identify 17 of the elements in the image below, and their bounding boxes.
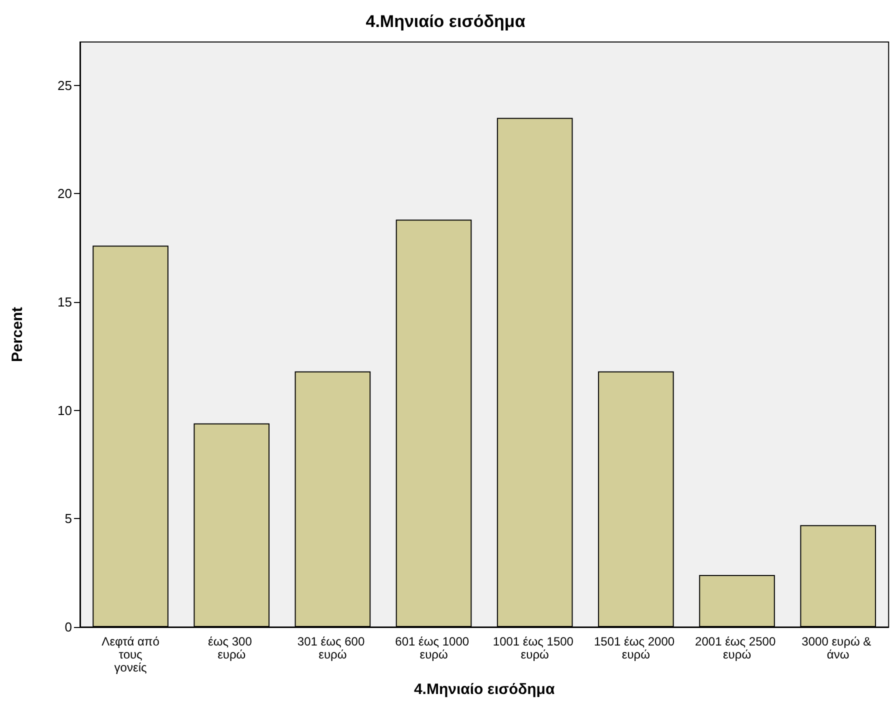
- x-tick-label: 2001 έως 2500 ευρώ: [695, 634, 779, 662]
- y-axis-title: Percent: [9, 306, 26, 362]
- x-tick-label: 301 έως 600 ευρώ: [297, 634, 368, 662]
- y-tick-label: 0: [64, 620, 72, 634]
- y-tick-label: 25: [58, 78, 72, 93]
- x-tick-label: 601 έως 1000 ευρώ: [395, 634, 472, 662]
- y-tick-label: 5: [64, 511, 72, 526]
- chart-title: 4.Μηνιαίο εισόδημα: [366, 12, 526, 31]
- x-tick-label: 3000 ευρώ & άνω: [802, 634, 874, 662]
- x-tick-label: Λεφτά από τους γονείς: [102, 634, 160, 674]
- y-tick-label: 10: [58, 402, 72, 418]
- y-tick-label: 20: [58, 186, 72, 202]
- x-axis-title: 4.Μηνιαίο εισόδημα: [414, 681, 556, 698]
- x-tick-label: έως 300 ευρώ: [208, 634, 256, 662]
- y-tick-label: 15: [58, 294, 72, 310]
- x-tick-label: 1501 έως 2000 ευρώ: [594, 634, 678, 662]
- x-tick-label: 1001 έως 1500 ευρώ: [492, 634, 577, 662]
